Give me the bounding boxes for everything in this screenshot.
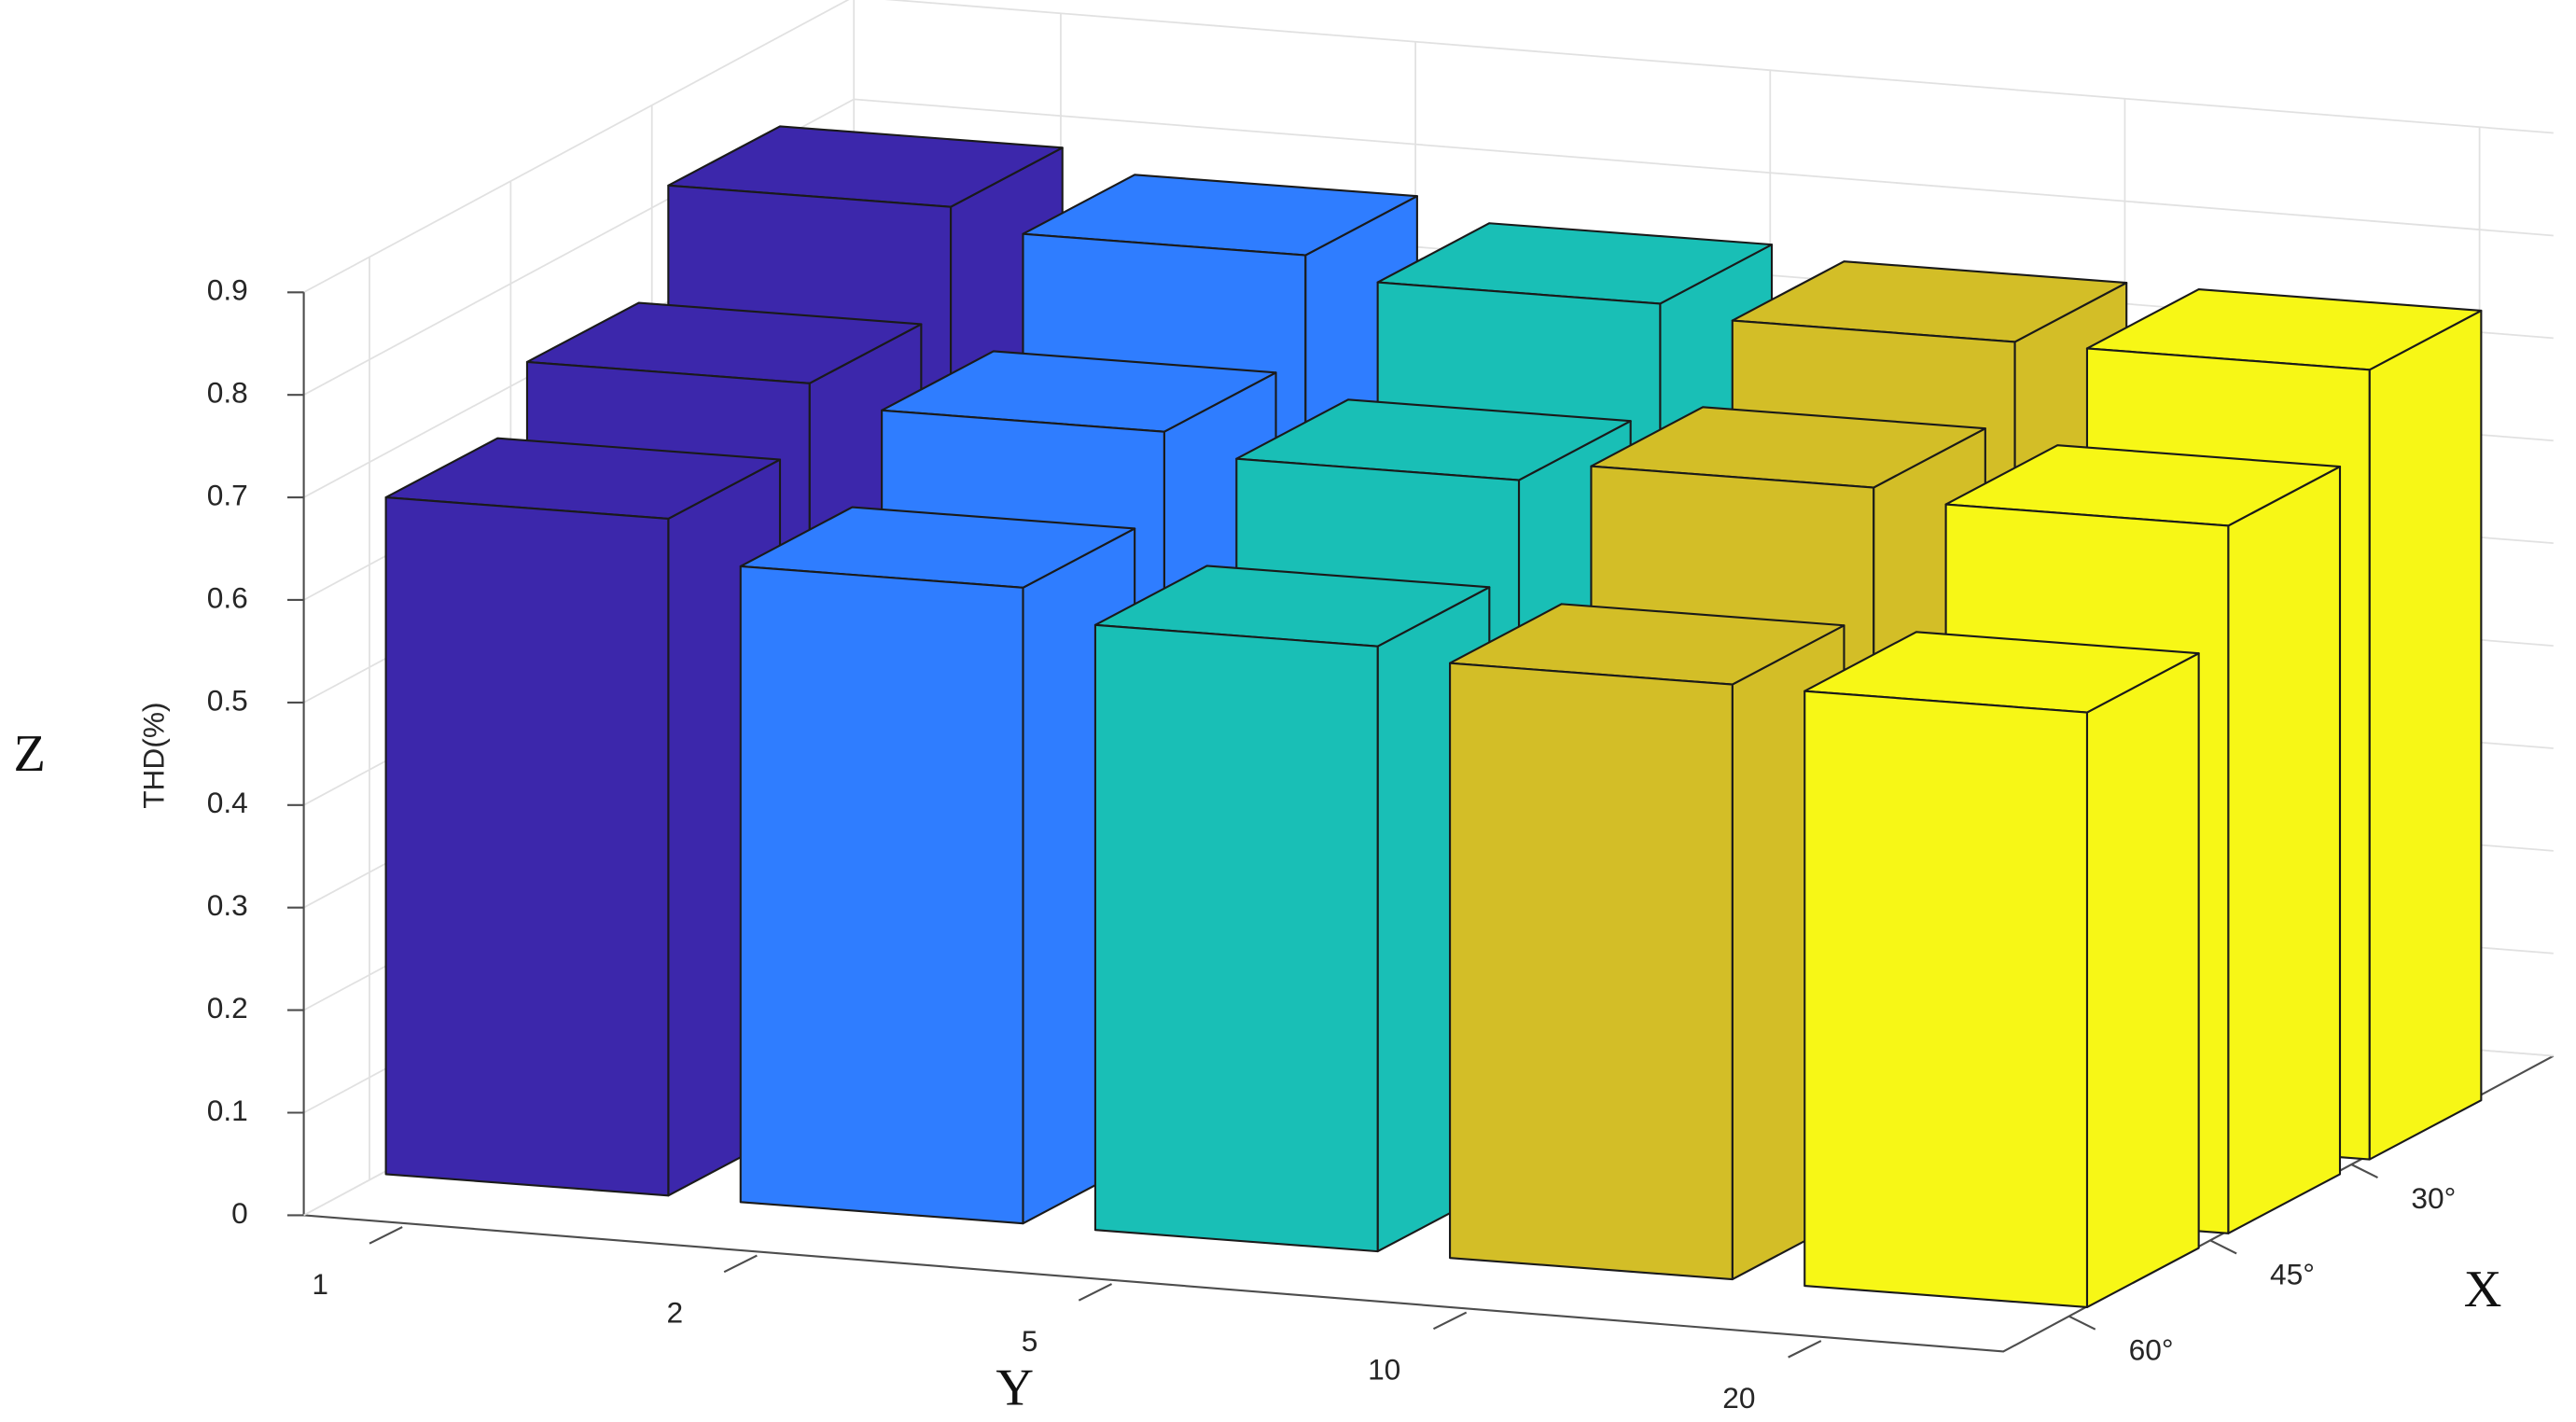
x-tick	[2209, 1239, 2237, 1255]
x-axis-letter: X	[2464, 1261, 2502, 1318]
x-tick-label: 45°	[2270, 1257, 2315, 1290]
bar-face	[739, 565, 1024, 1225]
bar-face	[2085, 652, 2200, 1309]
bar-face	[2227, 466, 2342, 1234]
x-tick	[2068, 1315, 2096, 1331]
z-axis-letter: Z	[13, 725, 45, 783]
bar	[1449, 603, 1845, 1281]
bar	[739, 506, 1136, 1225]
plot: 0 0.1 0.2 0.3 0.4 0.5 0.6 0.7 0.8 0.9 1 2 5 10 20 30° 45…	[13, 0, 2555, 1416]
bar	[384, 437, 782, 1197]
z-tick-label: 0.4	[207, 786, 248, 819]
x-tick	[2350, 1164, 2378, 1179]
z-tick-label: 0.2	[207, 991, 248, 1025]
y-tick	[723, 1254, 758, 1274]
z-tick-label: 0.6	[207, 580, 248, 614]
bar	[1803, 631, 2200, 1309]
bar-face	[1449, 662, 1734, 1281]
bar-face	[1803, 690, 2089, 1309]
y-tick	[369, 1226, 403, 1245]
y-tick	[1078, 1283, 1112, 1302]
z-tick-label: 0.1	[207, 1094, 248, 1127]
bar-face	[384, 495, 670, 1197]
bars	[384, 125, 2483, 1309]
x-tick-label: 30°	[2411, 1181, 2456, 1215]
z-tick-label: 0.3	[207, 888, 248, 922]
y-tick-label: 2	[667, 1295, 684, 1329]
z-tick-label: 0.5	[207, 683, 248, 717]
grid-line	[303, 0, 2554, 294]
z-tick-label: 0.7	[207, 478, 248, 511]
z-axis-label: THD(%)	[137, 702, 171, 808]
y-tick-label: 20	[1722, 1381, 1755, 1415]
bar	[1093, 565, 1491, 1253]
y-axis-letter: Y	[996, 1359, 1034, 1416]
x-tick-label: 60°	[2129, 1333, 2174, 1367]
z-tick-label: 0.8	[207, 376, 248, 410]
z-tick-label: 0	[231, 1196, 248, 1230]
y-tick-label: 1	[312, 1267, 328, 1301]
bar-face	[2368, 309, 2483, 1161]
y-tick	[1788, 1340, 1822, 1359]
y-tick-label: 5	[1022, 1324, 1038, 1358]
y-tick	[1433, 1311, 1468, 1331]
y-tick-label: 10	[1368, 1352, 1400, 1386]
z-tick-label: 0.9	[207, 273, 248, 307]
bar-face	[1093, 623, 1379, 1253]
